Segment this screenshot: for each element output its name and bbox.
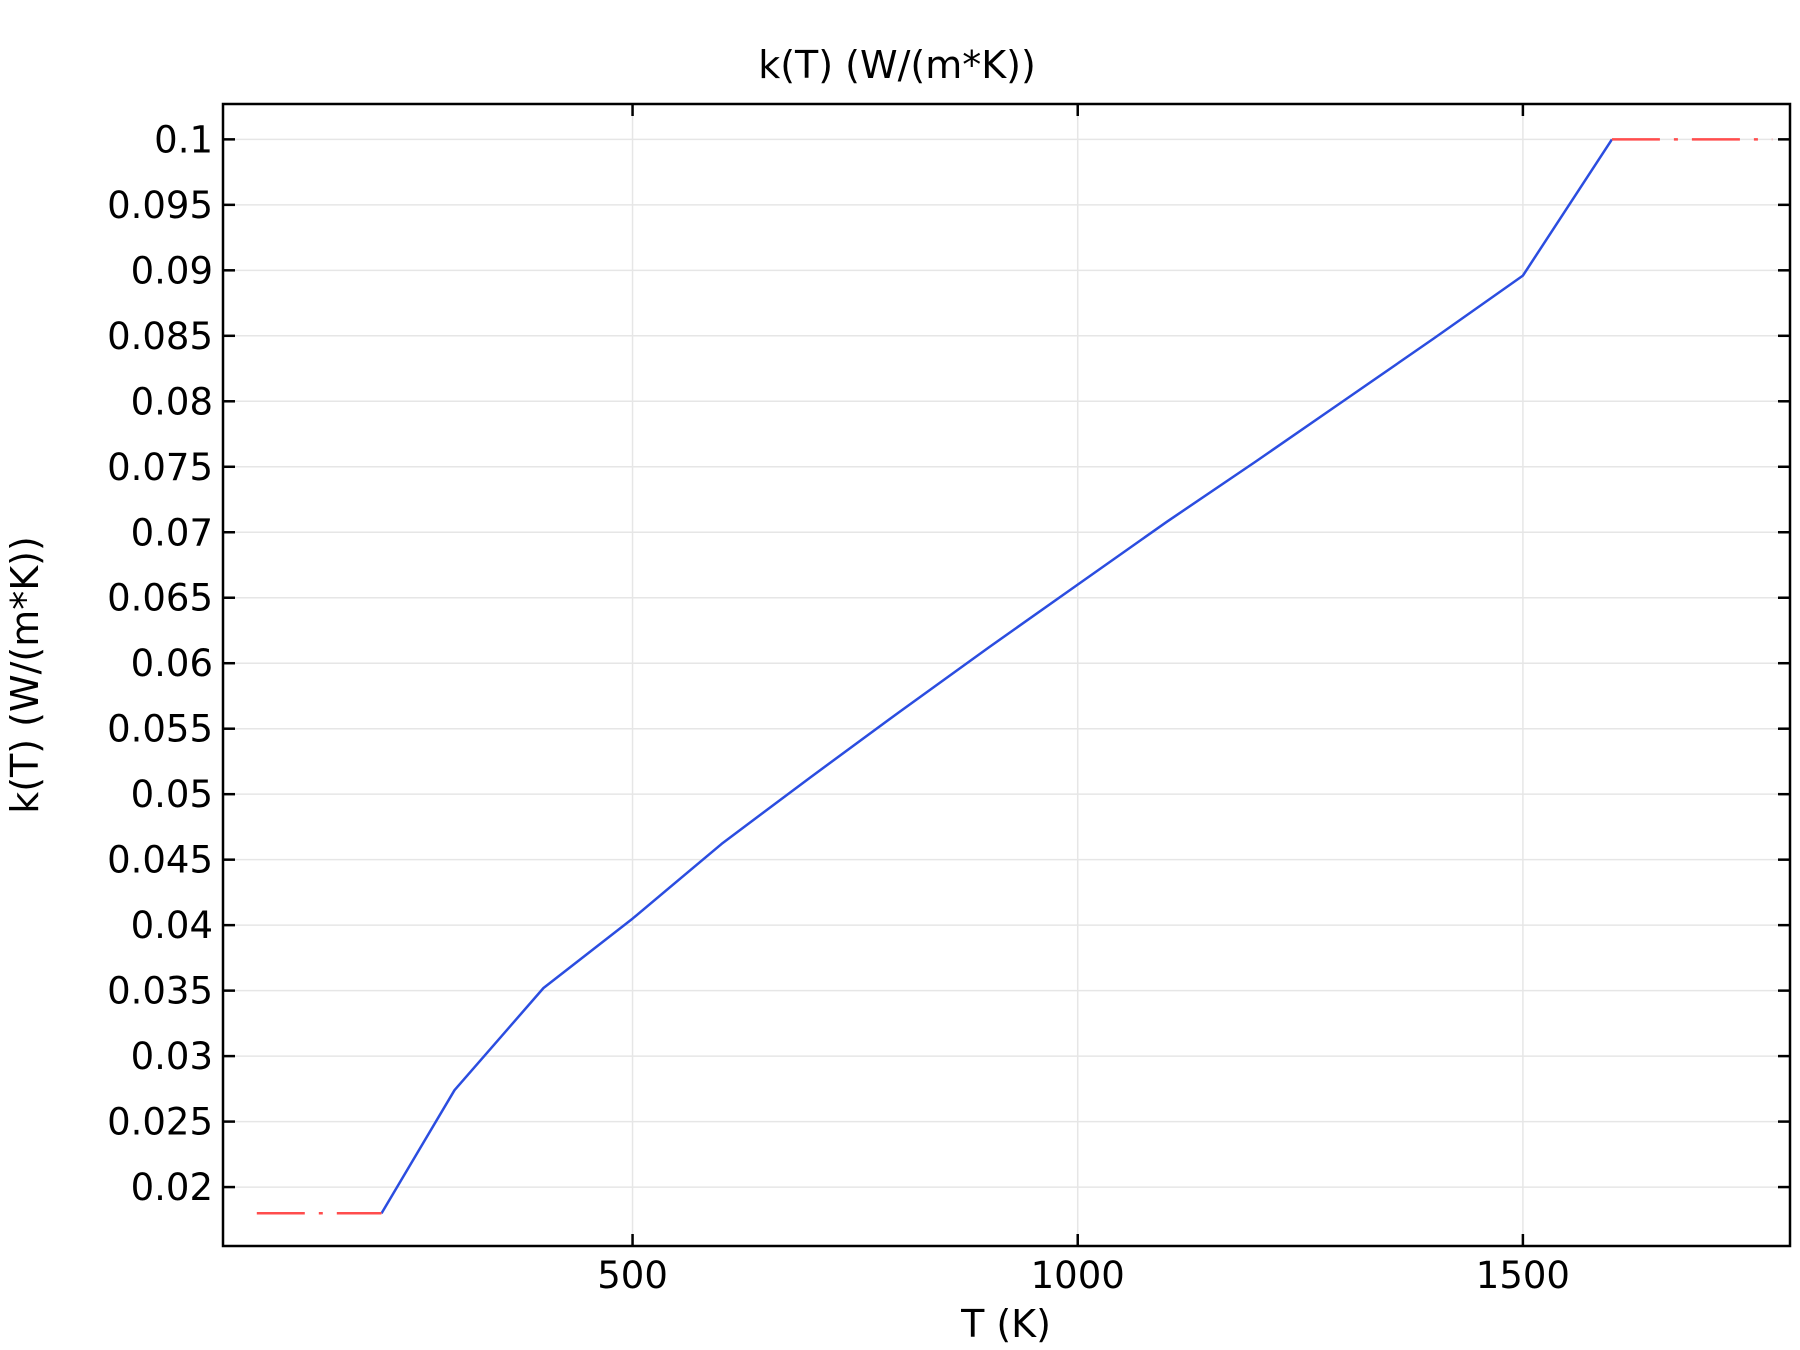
y-tick-labels: 0.02 0.025 0.03 0.035 0.04 0.045 0.05 0.055 0.06… [107,118,213,1209]
y-tick-label: 0.045 [107,839,213,882]
y-tick-label: 0.075 [107,446,213,489]
y-tick-label: 0.04 [131,904,213,947]
y-tick-label: 0.08 [131,380,213,423]
plot-frame [221,102,1792,1248]
y-tick-label: 0.025 [107,1101,213,1144]
tick-marks [223,104,1790,1246]
y-tick-label: 0.065 [107,577,213,620]
y-tick-label: 0.085 [107,315,213,358]
y-tick-label: 0.035 [107,970,213,1013]
y-tick-label: 0.02 [131,1166,213,1209]
series-line [380,138,1613,1214]
x-tick-labels: 500 1000 1500 [597,1254,1570,1297]
x-axis-label: T (K) [960,1302,1051,1346]
y-tick-label: 0.095 [107,184,213,227]
y-tick-label: 0.07 [131,511,213,554]
y-tick-label: 0.055 [107,708,213,751]
x-tick-label: 1000 [1031,1254,1125,1297]
x-tick-label: 1500 [1476,1254,1570,1297]
y-tick-label: 0.05 [131,773,213,816]
y-axis-label: k(T) (W/(m*K)) [3,536,47,814]
x-tick-label: 500 [597,1254,668,1297]
chart-title: k(T) (W/(m*K)) [758,43,1036,87]
series-layer [256,138,1773,1215]
y-tick-label: 0.06 [131,642,213,685]
y-tick-label: 0.09 [131,249,213,292]
y-tick-label: 0.1 [154,118,213,161]
y-tick-label: 0.03 [131,1035,213,1078]
grid [223,104,1790,1246]
